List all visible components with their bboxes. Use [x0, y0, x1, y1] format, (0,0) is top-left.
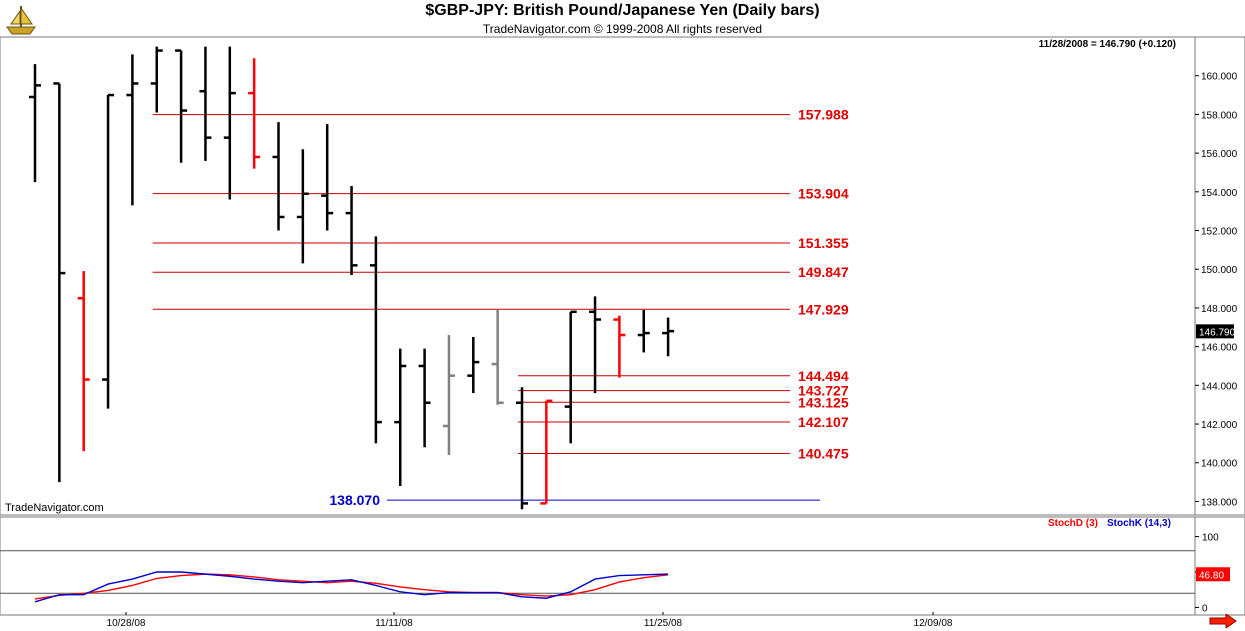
date-axis-label: 11/25/08 [644, 618, 683, 629]
price-axis-tick-label: 144.000 [1201, 381, 1238, 392]
last-price-badge-text: 146.790 [1199, 327, 1236, 338]
support-label: 138.070 [329, 492, 380, 508]
stoch-k-legend: StochK (14,3) [1107, 518, 1171, 529]
stoch-axis-tick-label: 0 [1202, 603, 1208, 614]
stoch-value-badge-text: 46.80 [1199, 570, 1224, 581]
price-axis-tick-label: 150.000 [1201, 265, 1238, 276]
date-axis-label: 11/11/08 [375, 618, 413, 629]
last-price-badge [1196, 324, 1234, 339]
fib-label: 144.494 [798, 368, 849, 384]
scroll-right-arrow-icon[interactable] [1209, 614, 1237, 628]
price-axis-tick-label: 160.000 [1201, 72, 1238, 83]
stoch-panel-frame [0, 516, 1245, 616]
fib-label: 153.904 [798, 186, 849, 202]
last-quote-text: 11/28/2008 = 146.790 (+0.120) [1039, 39, 1176, 50]
fib-label: 143.125 [798, 394, 849, 410]
stoch-d-legend: StochD (3) [1048, 518, 1098, 529]
watermark-text: TradeNavigator.com [5, 502, 104, 514]
price-panel-frame [0, 36, 1245, 516]
price-axis-tick-label: 154.000 [1201, 188, 1238, 199]
stoch-axis-tick-label: 100 [1202, 533, 1219, 544]
fib-label: 140.475 [798, 446, 849, 462]
fib-label: 142.107 [798, 414, 849, 430]
stoch-k-line [34, 571, 669, 603]
fib-label: 147.929 [798, 301, 849, 317]
price-axis-tick-label: 138.000 [1201, 497, 1238, 508]
fib-label: 157.988 [798, 107, 849, 123]
date-axis-label: 12/09/08 [914, 618, 953, 629]
fib-label: 149.847 [798, 264, 849, 280]
price-axis-tick-label: 146.000 [1201, 343, 1238, 354]
stoch-d-line [34, 573, 669, 600]
stoch-value-badge [1196, 567, 1230, 582]
price-axis-tick-label: 156.000 [1201, 149, 1238, 160]
fib-label: 151.355 [798, 235, 849, 251]
price-axis-tick-label: 142.000 [1201, 420, 1238, 431]
price-axis-tick-label: 152.000 [1201, 227, 1238, 238]
price-axis-tick-label: 140.000 [1201, 459, 1238, 470]
price-axis-tick-label: 148.000 [1201, 304, 1238, 315]
navigator-ship-logo-icon [6, 6, 36, 35]
chart-title: $GBP-JPY: British Pound/Japanese Yen (Da… [425, 2, 820, 19]
fib-label: 143.727 [798, 383, 849, 399]
price-axis-tick-label: 158.000 [1201, 110, 1238, 121]
chart-copyright: TradeNavigator.com © 1999-2008 All right… [482, 22, 763, 36]
date-axis-label: 10/28/08 [107, 618, 146, 629]
